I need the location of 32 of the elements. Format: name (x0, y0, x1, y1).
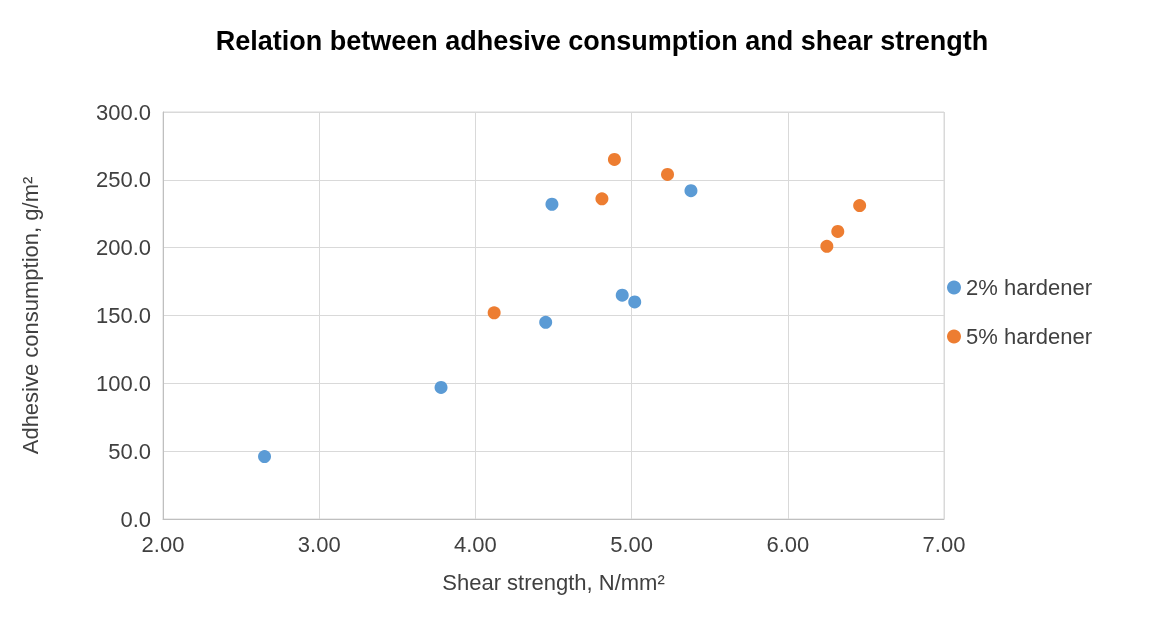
chart-title: Relation between adhesive consumption and shear strength (215, 26, 989, 56)
point (831, 224, 845, 238)
x-tick-label: 2.00 (141, 531, 185, 557)
y-tick-label: 150.0 (95, 303, 151, 328)
x-tick-label: 4.00 (453, 531, 497, 557)
y-tick-label: 50.0 (108, 438, 151, 464)
x-tick-label: 5.00 (610, 531, 654, 557)
point (615, 288, 629, 302)
legend-label: 2% hardener (966, 275, 1092, 300)
point (545, 197, 559, 211)
point (487, 306, 501, 320)
point (434, 380, 448, 394)
y-tick-label: 0.0 (120, 506, 151, 532)
legend-label: 5% hardener (966, 324, 1092, 349)
x-tick-label: 3.00 (297, 531, 341, 557)
point (595, 192, 609, 206)
point (628, 295, 642, 309)
x-tick-label: 7.00 (922, 531, 966, 557)
point (539, 315, 553, 329)
y-axis-title: Adhesive consumption, g/m² (17, 176, 43, 455)
point (607, 152, 621, 166)
point (853, 199, 867, 213)
y-tick-label: 250.0 (95, 167, 151, 193)
point (661, 167, 675, 181)
point (820, 239, 834, 253)
y-tick-label: 300.0 (95, 99, 151, 125)
point (684, 184, 698, 198)
y-tick-label: 100.0 (95, 370, 151, 396)
y-tick-label: 200.0 (95, 235, 151, 261)
x-tick-label: 6.00 (766, 531, 810, 557)
point (258, 450, 272, 464)
x-axis-title: Shear strength, N/mm² (442, 569, 665, 595)
